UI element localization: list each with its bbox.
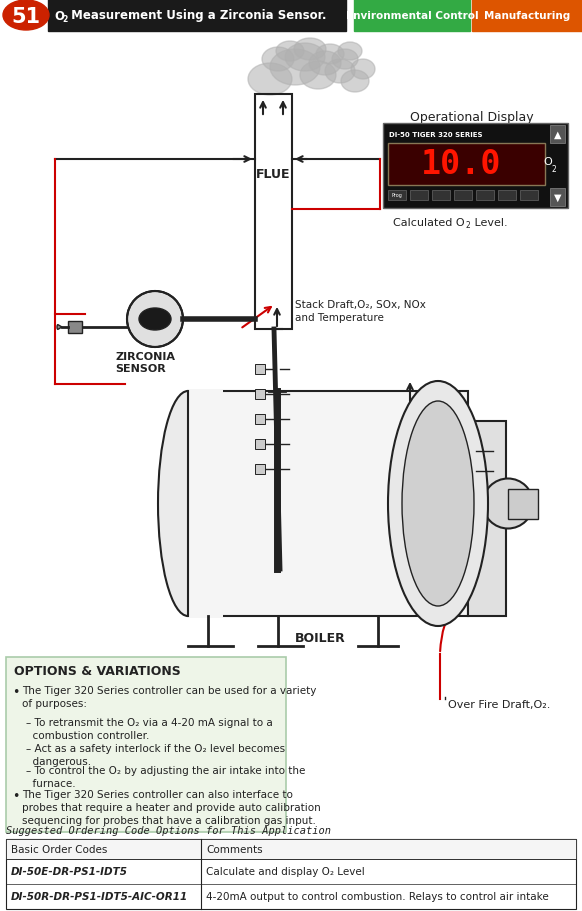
Ellipse shape xyxy=(351,60,375,80)
Text: Calculate and display O₂ Level: Calculate and display O₂ Level xyxy=(206,866,365,876)
Text: 2: 2 xyxy=(466,221,471,230)
Text: Over Fire Draft,O₂.: Over Fire Draft,O₂. xyxy=(448,700,551,710)
Text: Comments: Comments xyxy=(206,844,262,854)
Bar xyxy=(550,126,565,144)
Bar xyxy=(255,465,265,475)
Bar xyxy=(520,190,538,200)
Ellipse shape xyxy=(309,52,341,76)
Text: Manufacturing: Manufacturing xyxy=(484,11,570,21)
Bar xyxy=(188,390,223,619)
Ellipse shape xyxy=(483,479,533,529)
Ellipse shape xyxy=(338,43,362,61)
Text: O: O xyxy=(54,9,64,23)
Text: DI-50R-DR-PS1-IDT5-AIC-OR11: DI-50R-DR-PS1-IDT5-AIC-OR11 xyxy=(11,892,188,902)
Ellipse shape xyxy=(294,39,326,61)
Bar xyxy=(498,190,516,200)
Text: DI-50 TIGER 320 SERIES: DI-50 TIGER 320 SERIES xyxy=(389,132,482,138)
Text: – To control the O₂ by adjusting the air intake into the
  furnace.: – To control the O₂ by adjusting the air… xyxy=(26,765,306,788)
Ellipse shape xyxy=(325,60,355,84)
Text: DI-50E-DR-PS1-IDT5: DI-50E-DR-PS1-IDT5 xyxy=(11,866,128,876)
Text: •: • xyxy=(12,789,19,802)
Bar xyxy=(255,415,265,425)
Text: 4-20mA output to control combustion. Relays to control air intake: 4-20mA output to control combustion. Rel… xyxy=(206,892,549,902)
Ellipse shape xyxy=(316,45,344,65)
Text: •: • xyxy=(12,685,19,698)
Bar xyxy=(508,489,538,519)
Text: Suggested Ordering Code Options for This Application: Suggested Ordering Code Options for This… xyxy=(6,825,331,835)
Bar xyxy=(255,95,292,330)
Bar xyxy=(354,0,470,32)
Ellipse shape xyxy=(332,50,358,70)
Bar xyxy=(388,190,406,200)
Ellipse shape xyxy=(388,382,488,627)
Text: Prog: Prog xyxy=(392,193,402,199)
Text: Basic Order Codes: Basic Order Codes xyxy=(11,844,107,854)
Text: OPTIONS & VARIATIONS: OPTIONS & VARIATIONS xyxy=(14,665,181,678)
Circle shape xyxy=(127,292,183,348)
Bar xyxy=(6,839,576,859)
Text: Calculated O: Calculated O xyxy=(393,218,464,228)
Bar xyxy=(188,392,468,617)
Text: 2: 2 xyxy=(62,15,68,24)
Bar xyxy=(255,364,265,374)
Text: BOILER: BOILER xyxy=(294,632,345,645)
Wedge shape xyxy=(57,325,62,330)
Bar xyxy=(454,190,472,200)
Text: The Tiger 320 Series controller can also interface to
probes that require a heat: The Tiger 320 Series controller can also… xyxy=(22,789,321,824)
Ellipse shape xyxy=(341,71,369,93)
Bar xyxy=(48,0,346,32)
Ellipse shape xyxy=(285,44,325,72)
Bar xyxy=(468,422,506,617)
Ellipse shape xyxy=(262,48,294,72)
Bar xyxy=(476,190,494,200)
Ellipse shape xyxy=(139,309,171,331)
Text: 2: 2 xyxy=(552,164,556,173)
Text: Stack Draft,O₂, SOx, NOx
and Temperature: Stack Draft,O₂, SOx, NOx and Temperature xyxy=(295,300,426,322)
Text: Operational Display: Operational Display xyxy=(410,111,534,125)
Text: – Act as a safety interlock if the O₂ level becomes
  dangerous.: – Act as a safety interlock if the O₂ le… xyxy=(26,743,285,766)
Ellipse shape xyxy=(3,1,49,31)
Ellipse shape xyxy=(248,64,292,96)
Ellipse shape xyxy=(276,42,304,62)
Bar xyxy=(255,439,265,449)
Bar xyxy=(550,189,565,207)
Text: Level.: Level. xyxy=(471,218,508,228)
Bar xyxy=(410,190,428,200)
Bar xyxy=(255,390,265,400)
Text: Measurement Using a Zirconia Sensor.: Measurement Using a Zirconia Sensor. xyxy=(67,9,327,23)
Bar xyxy=(472,0,582,32)
Bar xyxy=(68,322,82,333)
Text: Environmental Control: Environmental Control xyxy=(346,11,478,21)
Bar xyxy=(388,144,545,186)
Text: ZIRCONIA
SENSOR: ZIRCONIA SENSOR xyxy=(115,352,175,374)
Ellipse shape xyxy=(158,392,218,617)
Text: FLUE: FLUE xyxy=(255,169,290,181)
Bar xyxy=(6,657,286,832)
Bar xyxy=(383,124,568,209)
Text: The Tiger 320 Series controller can be used for a variety
of purposes:: The Tiger 320 Series controller can be u… xyxy=(22,685,317,708)
Text: ▼: ▼ xyxy=(554,193,562,203)
Text: 10.0: 10.0 xyxy=(421,148,502,181)
Bar xyxy=(432,190,450,200)
Text: O: O xyxy=(544,157,552,167)
Ellipse shape xyxy=(402,402,474,607)
Text: ▲: ▲ xyxy=(554,130,562,140)
Ellipse shape xyxy=(270,50,320,86)
Text: – To retransmit the O₂ via a 4-20 mA signal to a
  combustion controller.: – To retransmit the O₂ via a 4-20 mA sig… xyxy=(26,717,273,740)
Bar xyxy=(388,144,545,186)
Bar xyxy=(6,839,576,909)
Text: 51: 51 xyxy=(12,7,41,27)
Ellipse shape xyxy=(300,62,336,90)
